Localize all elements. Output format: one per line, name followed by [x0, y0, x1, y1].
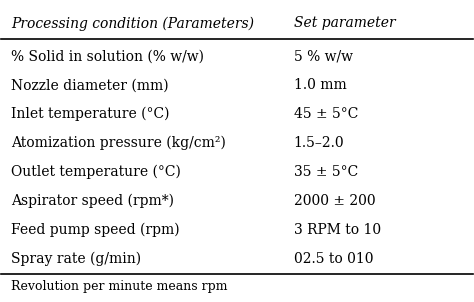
Text: 1.5–2.0: 1.5–2.0	[293, 136, 344, 150]
Text: Atomization pressure (kg/cm²): Atomization pressure (kg/cm²)	[11, 136, 226, 150]
Text: Spray rate (g/min): Spray rate (g/min)	[11, 252, 141, 266]
Text: 2000 ± 200: 2000 ± 200	[293, 194, 375, 208]
Text: Inlet temperature (°C): Inlet temperature (°C)	[11, 107, 169, 121]
Text: % Solid in solution (% w/w): % Solid in solution (% w/w)	[11, 49, 204, 63]
Text: Nozzle diameter (mm): Nozzle diameter (mm)	[11, 78, 168, 92]
Text: 3 RPM to 10: 3 RPM to 10	[293, 223, 381, 237]
Text: 35 ± 5°C: 35 ± 5°C	[293, 165, 358, 179]
Text: 45 ± 5°C: 45 ± 5°C	[293, 107, 358, 121]
Text: Processing condition (Parameters): Processing condition (Parameters)	[11, 16, 254, 31]
Text: Outlet temperature (°C): Outlet temperature (°C)	[11, 165, 181, 179]
Text: 1.0 mm: 1.0 mm	[293, 78, 346, 92]
Text: Aspirator speed (rpm*): Aspirator speed (rpm*)	[11, 194, 174, 208]
Text: 02.5 to 010: 02.5 to 010	[293, 252, 373, 266]
Text: 5 % w/w: 5 % w/w	[293, 49, 353, 63]
Text: Set parameter: Set parameter	[293, 16, 395, 30]
Text: Revolution per minute means rpm: Revolution per minute means rpm	[11, 280, 228, 293]
Text: Feed pump speed (rpm): Feed pump speed (rpm)	[11, 223, 180, 237]
